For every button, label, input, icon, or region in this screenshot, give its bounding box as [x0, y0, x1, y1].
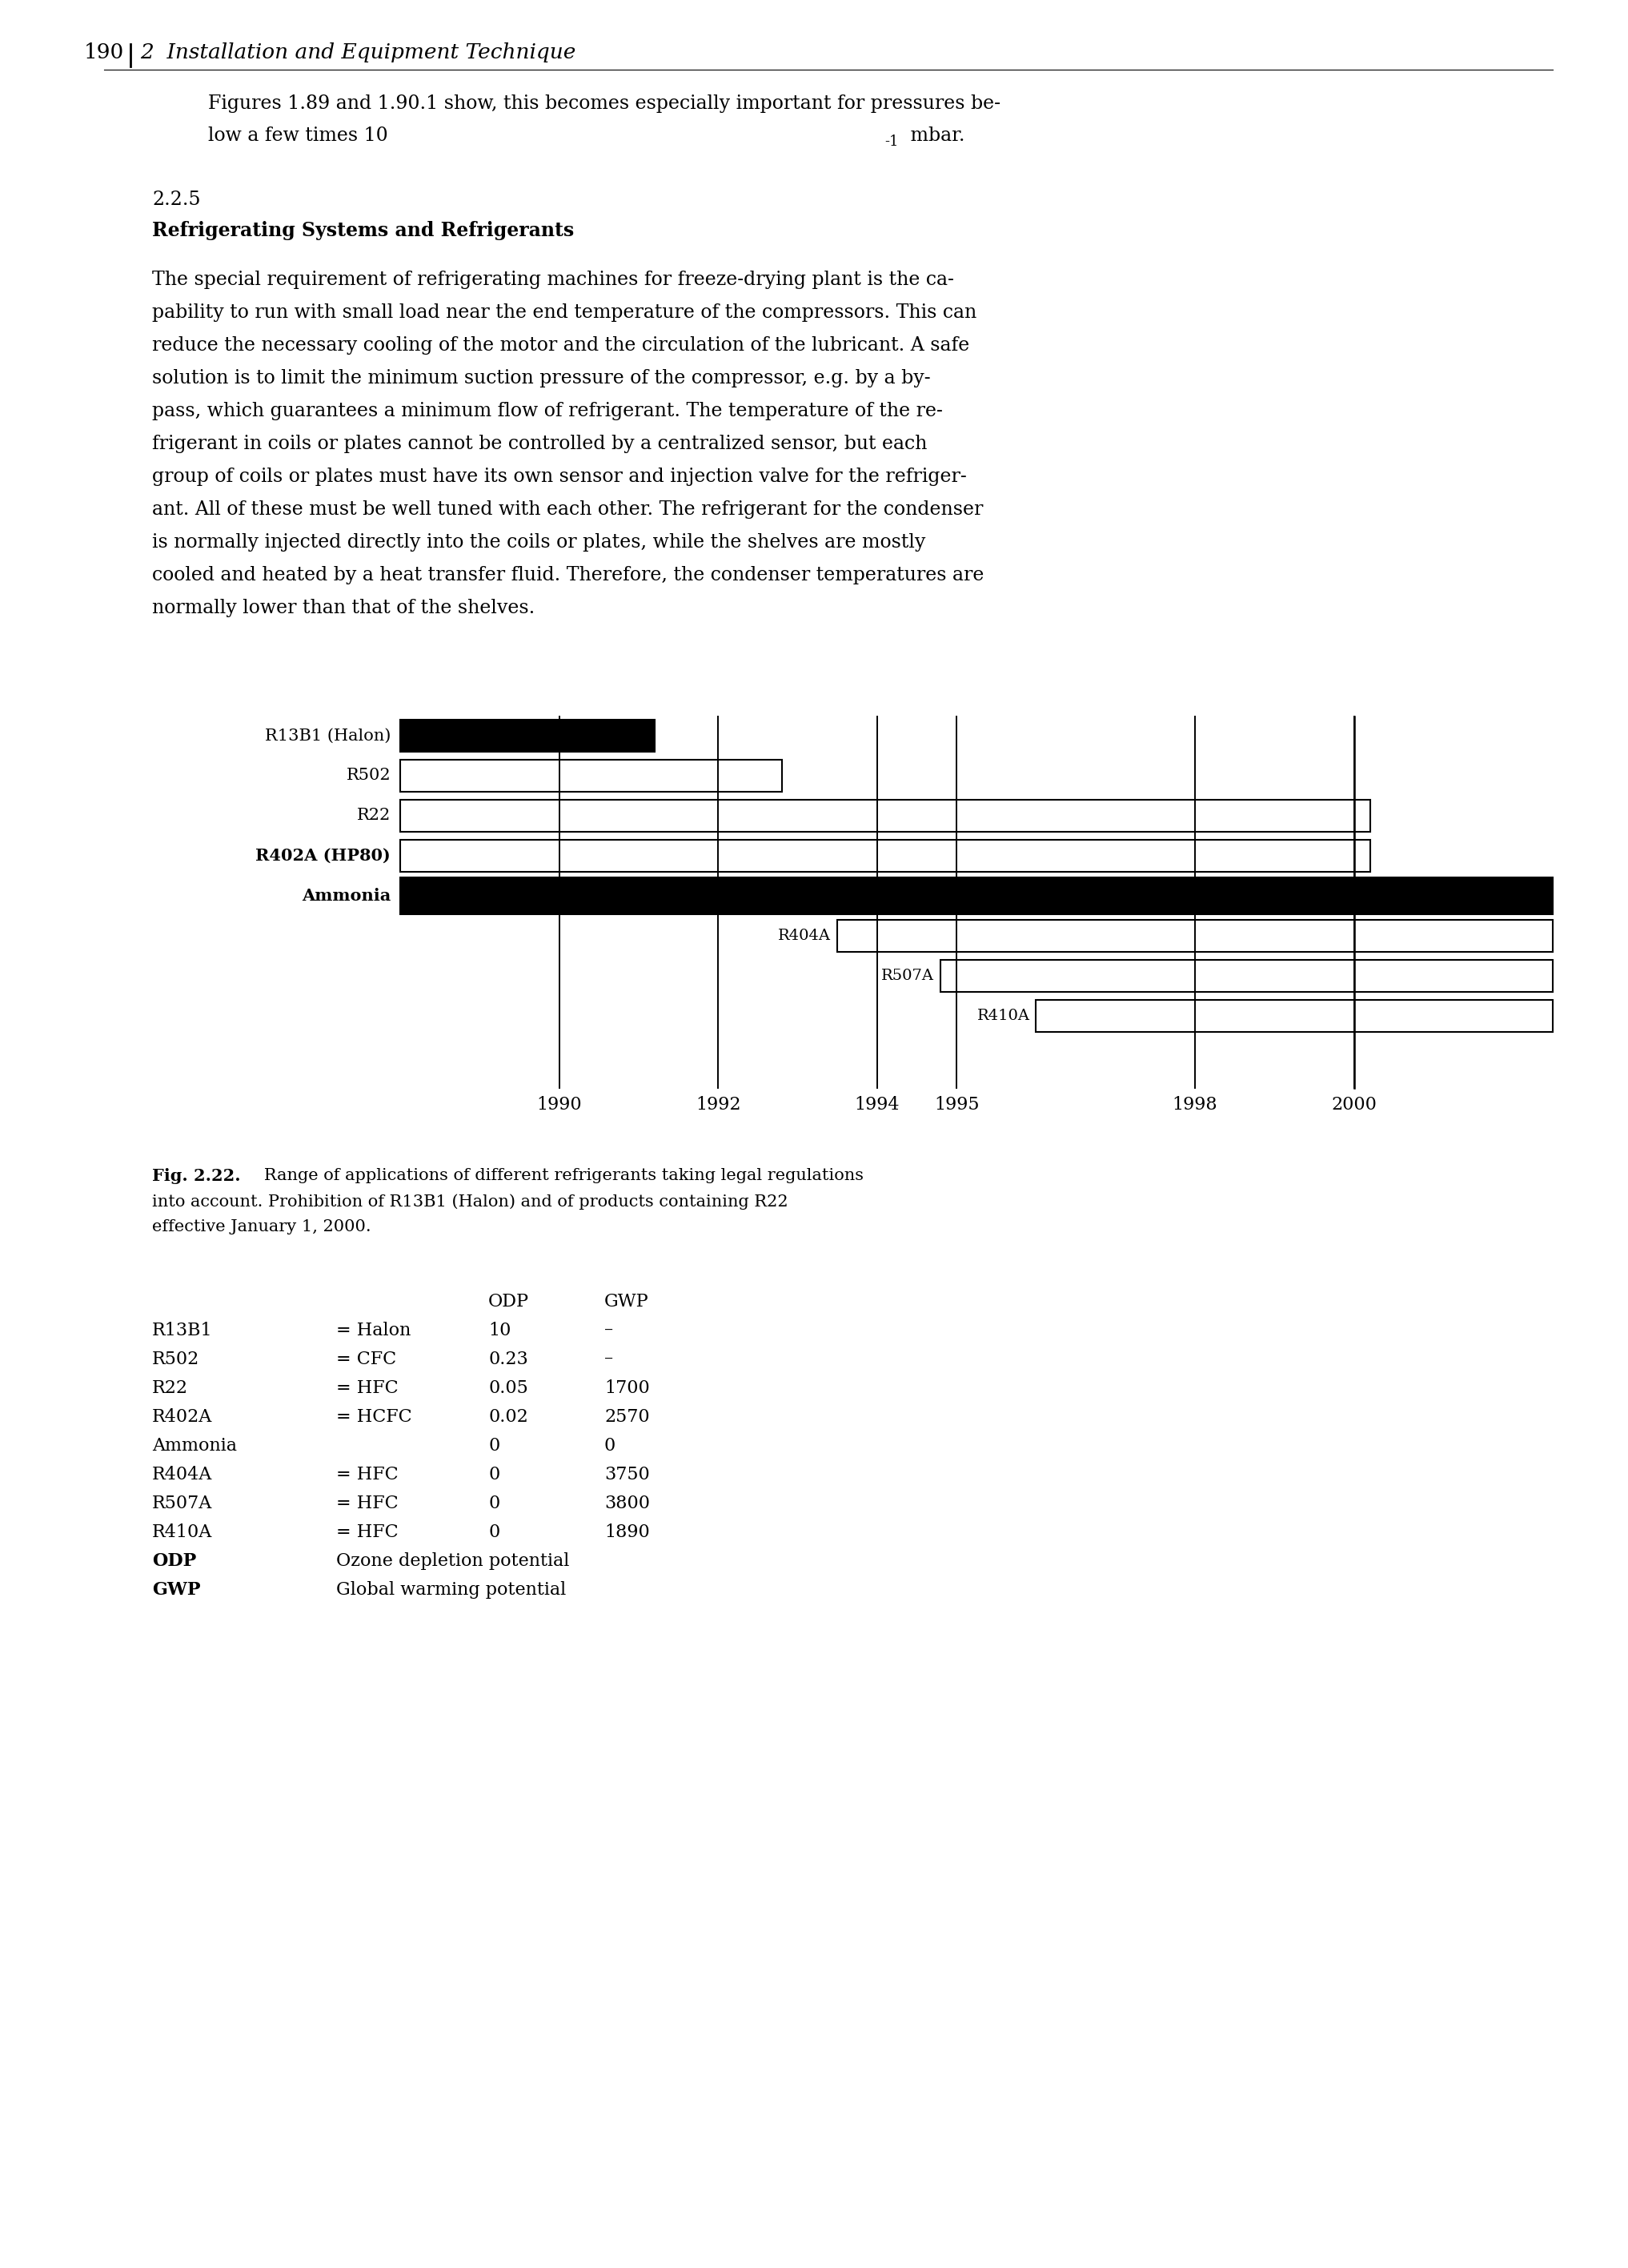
Text: is normally injected directly into the coils or plates, while the shelves are mo: is normally injected directly into the c…: [151, 533, 926, 551]
Text: = HFC: = HFC: [335, 1465, 399, 1483]
Text: 0: 0: [488, 1495, 500, 1513]
Text: frigerant in coils or plates cannot be controlled by a centralized sensor, but e: frigerant in coils or plates cannot be c…: [151, 435, 928, 454]
Text: low a few times 10: low a few times 10: [208, 127, 387, 145]
Text: 0: 0: [488, 1465, 500, 1483]
Text: into account. Prohibition of R13B1 (Halon) and of products containing R22: into account. Prohibition of R13B1 (Halo…: [151, 1193, 788, 1209]
Bar: [941, 959, 1553, 991]
Bar: [837, 921, 1553, 953]
Text: 2  Installation and Equipment Technique: 2 Installation and Equipment Technique: [140, 43, 576, 64]
Text: 2000: 2000: [1332, 1095, 1377, 1114]
Text: 1990: 1990: [537, 1095, 581, 1114]
Text: 2.2.5: 2.2.5: [151, 191, 200, 209]
Bar: [400, 878, 1553, 914]
Text: 2570: 2570: [604, 1408, 650, 1427]
Text: mbar.: mbar.: [905, 127, 965, 145]
Text: normally lower than that of the shelves.: normally lower than that of the shelves.: [151, 599, 536, 617]
Text: Global warming potential: Global warming potential: [335, 1581, 567, 1599]
Text: 1994: 1994: [855, 1095, 900, 1114]
Text: Figures 1.89 and 1.90.1 show, this becomes especially important for pressures be: Figures 1.89 and 1.90.1 show, this becom…: [208, 95, 1001, 113]
Text: = HFC: = HFC: [335, 1379, 399, 1397]
Text: = HCFC: = HCFC: [335, 1408, 412, 1427]
Text: Fig. 2.22.: Fig. 2.22.: [151, 1168, 241, 1184]
Text: R404A: R404A: [778, 928, 830, 943]
Text: 1992: 1992: [695, 1095, 741, 1114]
Text: effective January 1, 2000.: effective January 1, 2000.: [151, 1220, 371, 1234]
Text: = CFC: = CFC: [335, 1349, 396, 1368]
Text: R507A: R507A: [881, 968, 934, 982]
Text: R410A: R410A: [151, 1524, 212, 1540]
Text: R22: R22: [151, 1379, 189, 1397]
Text: 0: 0: [488, 1438, 500, 1454]
Text: R22: R22: [357, 807, 391, 823]
Text: R502: R502: [347, 769, 391, 782]
Bar: [400, 719, 654, 751]
Text: The special requirement of refrigerating machines for freeze-drying plant is the: The special requirement of refrigerating…: [151, 270, 954, 288]
Text: GWP: GWP: [604, 1293, 650, 1311]
Text: 10: 10: [488, 1322, 511, 1340]
Text: solution is to limit the minimum suction pressure of the compressor, e.g. by a b: solution is to limit the minimum suction…: [151, 370, 931, 388]
Text: Ammonia: Ammonia: [151, 1438, 238, 1454]
Text: = Halon: = Halon: [335, 1322, 410, 1340]
Text: R13B1: R13B1: [151, 1322, 213, 1340]
Text: 0.23: 0.23: [488, 1349, 527, 1368]
Text: R502: R502: [151, 1349, 200, 1368]
Text: group of coils or plates must have its own sensor and injection valve for the re: group of coils or plates must have its o…: [151, 467, 967, 485]
Text: R404A: R404A: [151, 1465, 212, 1483]
Text: 1700: 1700: [604, 1379, 650, 1397]
Text: 3800: 3800: [604, 1495, 650, 1513]
Text: pability to run with small load near the end temperature of the compressors. Thi: pability to run with small load near the…: [151, 304, 977, 322]
Text: R402A (HP80): R402A (HP80): [256, 848, 391, 864]
Text: –: –: [604, 1322, 614, 1340]
Text: = HFC: = HFC: [335, 1495, 399, 1513]
Bar: [400, 760, 781, 792]
Bar: [400, 839, 1369, 871]
Text: Range of applications of different refrigerants taking legal regulations: Range of applications of different refri…: [247, 1168, 863, 1184]
Text: 0: 0: [488, 1524, 500, 1540]
Text: 0: 0: [604, 1438, 615, 1454]
Text: 1995: 1995: [934, 1095, 978, 1114]
Text: = HFC: = HFC: [335, 1524, 399, 1540]
Text: GWP: GWP: [151, 1581, 200, 1599]
Text: R402A: R402A: [151, 1408, 212, 1427]
Text: pass, which guarantees a minimum flow of refrigerant. The temperature of the re-: pass, which guarantees a minimum flow of…: [151, 401, 943, 420]
Text: ant. All of these must be well tuned with each other. The refrigerant for the co: ant. All of these must be well tuned wit…: [151, 501, 983, 519]
Text: R13B1 (Halon): R13B1 (Halon): [265, 728, 391, 744]
Text: 3750: 3750: [604, 1465, 650, 1483]
Text: 1998: 1998: [1172, 1095, 1218, 1114]
Text: R507A: R507A: [151, 1495, 212, 1513]
Text: Refrigerating Systems and Refrigerants: Refrigerating Systems and Refrigerants: [151, 220, 575, 240]
Text: –: –: [604, 1349, 614, 1368]
Text: 0.05: 0.05: [488, 1379, 527, 1397]
Text: cooled and heated by a heat transfer fluid. Therefore, the condenser temperature: cooled and heated by a heat transfer flu…: [151, 567, 983, 585]
Text: reduce the necessary cooling of the motor and the circulation of the lubricant. : reduce the necessary cooling of the moto…: [151, 336, 970, 354]
Text: ODP: ODP: [151, 1551, 197, 1569]
Text: 190: 190: [83, 43, 124, 64]
Text: ODP: ODP: [488, 1293, 529, 1311]
Bar: [400, 801, 1369, 832]
Text: 1890: 1890: [604, 1524, 650, 1540]
Bar: [1035, 1000, 1553, 1032]
Text: 0.02: 0.02: [488, 1408, 527, 1427]
Text: Ammonia: Ammonia: [301, 887, 391, 905]
Text: Ozone depletion potential: Ozone depletion potential: [335, 1551, 570, 1569]
Text: R410A: R410A: [977, 1009, 1029, 1023]
Text: -1: -1: [884, 134, 899, 150]
